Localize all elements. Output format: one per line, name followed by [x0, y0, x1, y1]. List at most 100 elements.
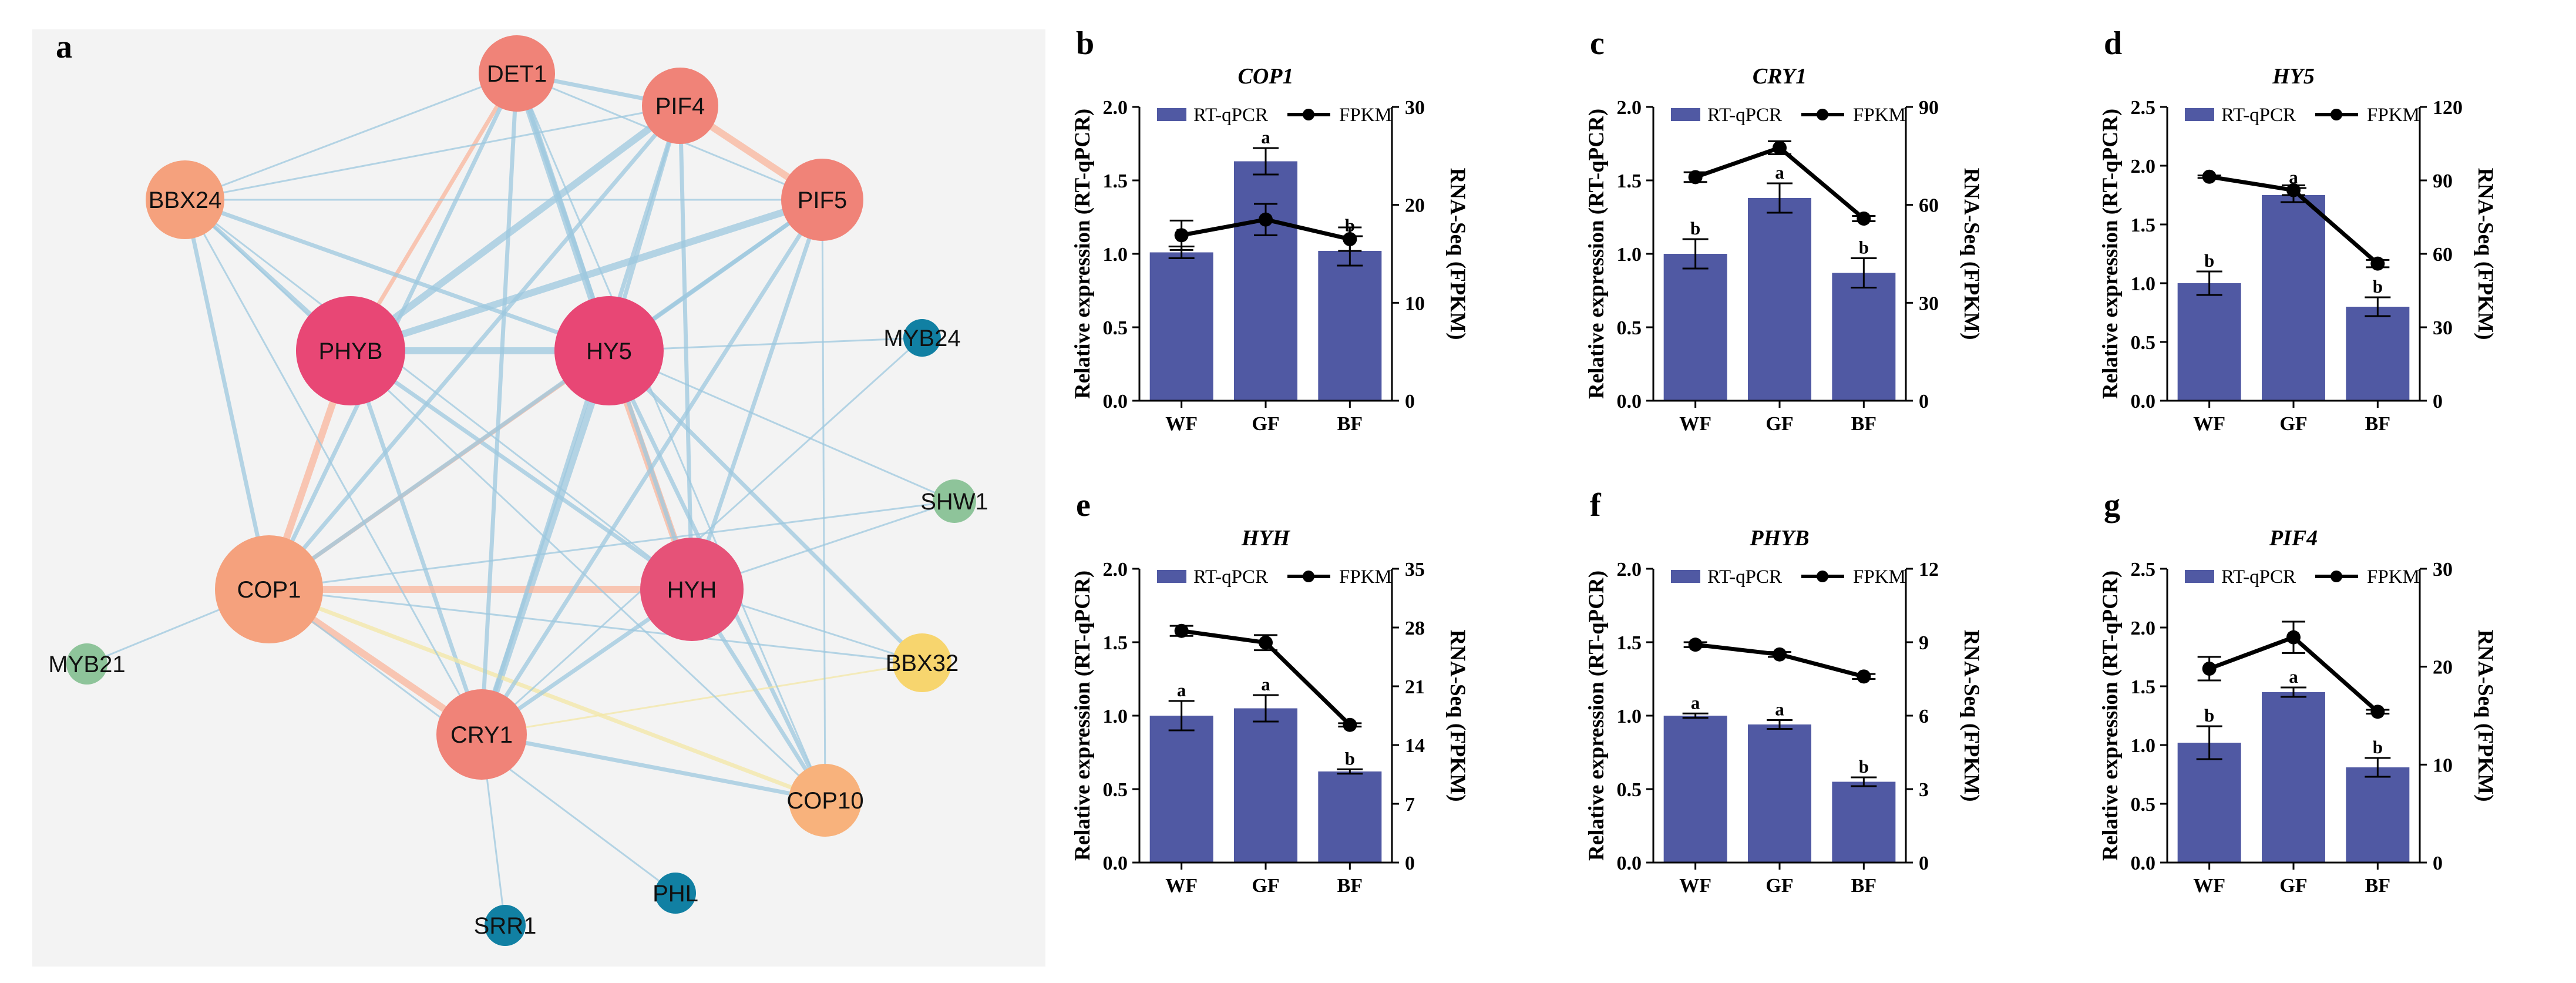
edge-bbx24-cop10 [184, 199, 826, 801]
node-myb24: MYB24 [883, 319, 961, 357]
bar-wf [1663, 716, 1727, 863]
y2-tick-label-3: 90 [1919, 97, 1939, 119]
x-tick-label-bf: BF [2365, 413, 2390, 435]
panel-letter-b: b [1076, 25, 1094, 62]
edge-cry1-myb24 [480, 337, 923, 736]
edge-cop1-bbx32 [268, 588, 923, 664]
y-axis-label: Relative expression (RT-qPCR) [1585, 109, 1609, 399]
node-circle-cry1 [436, 689, 527, 780]
y-tick-label-2: 1.0 [1617, 706, 1642, 727]
chart-title: HY5 [2272, 64, 2315, 89]
y2-tick-label-2: 60 [2433, 244, 2453, 266]
node-label-bbx32: BBX32 [886, 650, 959, 676]
y-tick-label-4: 2.0 [2131, 156, 2156, 177]
x-tick-label-gf: GF [1252, 413, 1279, 435]
fpkm-point-wf [1174, 228, 1189, 243]
legend-swatch-rtqpcr [2185, 570, 2214, 583]
legend-label-fpkm: FPKM [2367, 105, 2420, 126]
edge-cop1-pif4 [267, 104, 682, 591]
sig-letter-gf: a [1261, 127, 1270, 147]
legend-label-fpkm: FPKM [2367, 566, 2420, 588]
panel-letter-a: a [56, 29, 72, 65]
y-tick-label-0: 0.0 [1103, 391, 1128, 412]
node-circle-myb21 [66, 643, 107, 685]
y-tick-label-0: 0.0 [2131, 391, 2156, 412]
y-tick-label-3: 1.5 [1617, 170, 1642, 192]
legend-label-fpkm: FPKM [1853, 566, 1906, 588]
node-label-hyh: HYH [667, 577, 717, 603]
fpkm-point-gf [1773, 647, 1787, 662]
node-label-phyb: PHYB [319, 338, 383, 364]
edge-phyb-pif4 [348, 103, 682, 354]
bar-gf [2262, 692, 2325, 863]
node-label-myb21: MYB21 [48, 652, 125, 677]
sig-letter-wf: a [1177, 680, 1186, 700]
chart-title: COP1 [1238, 64, 1294, 89]
y-axis-label: Relative expression (RT-qPCR) [2099, 109, 2123, 399]
bar-bf [1318, 251, 1382, 401]
fpkm-point-bf [1857, 212, 1871, 226]
y2-tick-label-1: 30 [1919, 293, 1939, 314]
node-hy5: HY5 [554, 296, 664, 405]
x-tick-label-bf: BF [1851, 413, 1876, 435]
panel-letter-g: g [2104, 487, 2120, 524]
node-circle-cop10 [789, 764, 862, 837]
y2-tick-label-0: 0 [2433, 391, 2443, 412]
y-tick-label-3: 1.5 [2131, 214, 2156, 236]
node-circle-phl [655, 873, 696, 914]
y2-axis-label: RNA-Seq (FPKM) [1959, 168, 1983, 340]
y-tick-label-2: 1.0 [2131, 735, 2156, 757]
fpkm-point-wf [2202, 169, 2217, 184]
x-tick-label-bf: BF [1337, 875, 1363, 897]
edge-cop1-cop10 [268, 587, 826, 803]
y2-axis-label: RNA-Seq (FPKM) [2473, 168, 2497, 340]
sig-letter-gf: a [2289, 167, 2298, 187]
fpkm-point-wf [1688, 638, 1703, 652]
fpkm-point-bf [2370, 704, 2385, 719]
y-axis-label: Relative expression (RT-qPCR) [1071, 571, 1095, 861]
x-tick-label-gf: GF [1252, 875, 1279, 897]
y2-tick-label-3: 9 [1919, 632, 1929, 654]
node-pif5: PIF5 [781, 159, 863, 241]
edge-cop1-bbx24 [183, 199, 271, 590]
edge-cop1-shw1 [268, 500, 955, 591]
node-shw1: SHW1 [920, 479, 988, 523]
x-tick-label-wf: WF [1679, 413, 1711, 435]
bar-bf [1832, 781, 1896, 863]
y-tick-label-0: 0.0 [2131, 853, 2156, 874]
node-label-hy5: HY5 [586, 338, 632, 364]
node-bbx32: BBX32 [886, 633, 959, 692]
legend-swatch-rtqpcr [1671, 570, 1700, 583]
y2-tick-label-0: 0 [1919, 853, 1929, 874]
x-tick-label-bf: BF [2365, 875, 2390, 897]
bar-wf [1663, 254, 1727, 401]
y2-tick-label-2: 6 [1919, 706, 1929, 727]
edge-hy5-shw1 [608, 350, 955, 502]
bar-wf [1149, 716, 1213, 863]
node-label-pif4: PIF4 [655, 93, 705, 119]
node-label-cop10: COP10 [786, 788, 863, 814]
sig-letter-wf: b [1690, 218, 1700, 239]
node-label-phl: PHL [653, 881, 698, 907]
node-pif4: PIF4 [642, 68, 718, 144]
node-label-cop1: COP1 [237, 577, 301, 603]
sig-letter-gf: a [2289, 666, 2298, 687]
y-tick-label-4: 2.0 [1103, 559, 1128, 581]
legend-label-rtqpcr: RT-qPCR [1707, 566, 1782, 588]
legend-label-rtqpcr: RT-qPCR [2221, 566, 2296, 588]
node-cop10: COP10 [786, 764, 864, 837]
y-tick-label-3: 1.5 [1103, 632, 1128, 654]
legend-marker-fpkm [2330, 571, 2342, 582]
legend-marker-fpkm [1303, 571, 1314, 582]
node-circle-pif5 [781, 159, 863, 241]
edge-cop1-pif5 [267, 198, 824, 591]
y-tick-label-1: 0.5 [1103, 779, 1128, 801]
y2-tick-label-4: 12 [1919, 559, 1939, 581]
y-tick-label-1: 0.5 [2131, 794, 2156, 816]
y2-axis-label: RNA-Seq (FPKM) [1445, 630, 1469, 802]
legend-label-fpkm: FPKM [1339, 566, 1392, 588]
node-circle-bbx32 [893, 633, 951, 692]
edge-hyh-pif4 [678, 105, 694, 590]
chart-title: PIF4 [2269, 526, 2318, 551]
node-circle-shw1 [933, 479, 976, 523]
